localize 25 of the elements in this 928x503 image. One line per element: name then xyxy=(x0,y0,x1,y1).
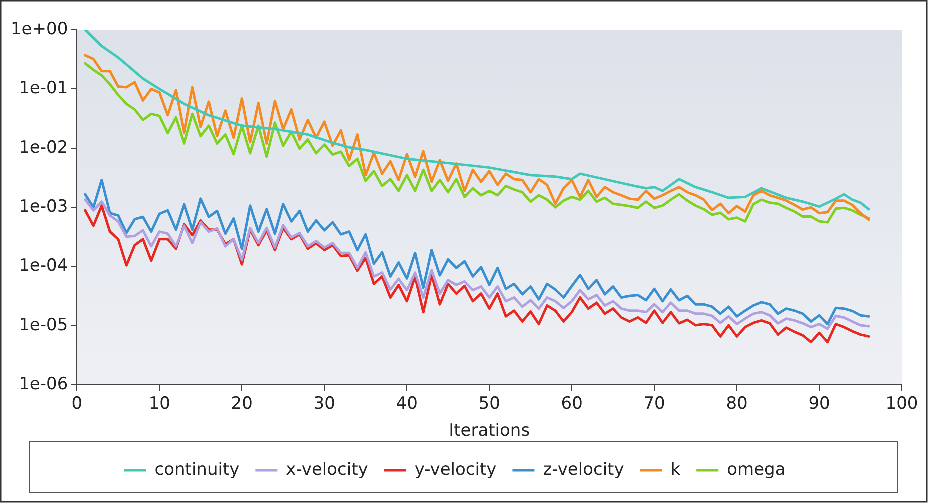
y-tick-label: 1e-03 xyxy=(19,197,68,218)
y-tick-label: 1e+00 xyxy=(10,19,68,40)
legend-label: z-velocity xyxy=(543,460,624,480)
y-tick-label: 1e-02 xyxy=(19,138,68,158)
x-tick-label: 100 xyxy=(886,394,918,414)
x-tick-label: 40 xyxy=(396,394,418,414)
x-tick-label: 60 xyxy=(561,394,583,414)
y-tick-label: 1e-01 xyxy=(19,78,68,99)
x-tick-label: 70 xyxy=(644,394,666,414)
legend-label: continuity xyxy=(154,460,240,480)
x-tick-label: 30 xyxy=(314,394,336,414)
legend-label: omega xyxy=(727,460,786,480)
legend-label: y-velocity xyxy=(414,460,497,480)
y-tick-label: 1e-04 xyxy=(19,256,68,276)
x-tick-label: 10 xyxy=(148,394,170,414)
x-tick-label: 0 xyxy=(72,394,83,414)
x-tick-label: 50 xyxy=(478,394,500,414)
x-axis-title: Iterations xyxy=(449,421,530,442)
y-tick-label: 1e-06 xyxy=(19,374,68,395)
legend-label: k xyxy=(670,460,681,480)
x-tick-label: 80 xyxy=(726,394,748,414)
x-tick-label: 90 xyxy=(808,394,830,414)
legend-label: x-velocity xyxy=(286,460,368,480)
x-tick-label: 20 xyxy=(231,394,253,414)
y-tick-label: 1e-05 xyxy=(19,315,68,336)
